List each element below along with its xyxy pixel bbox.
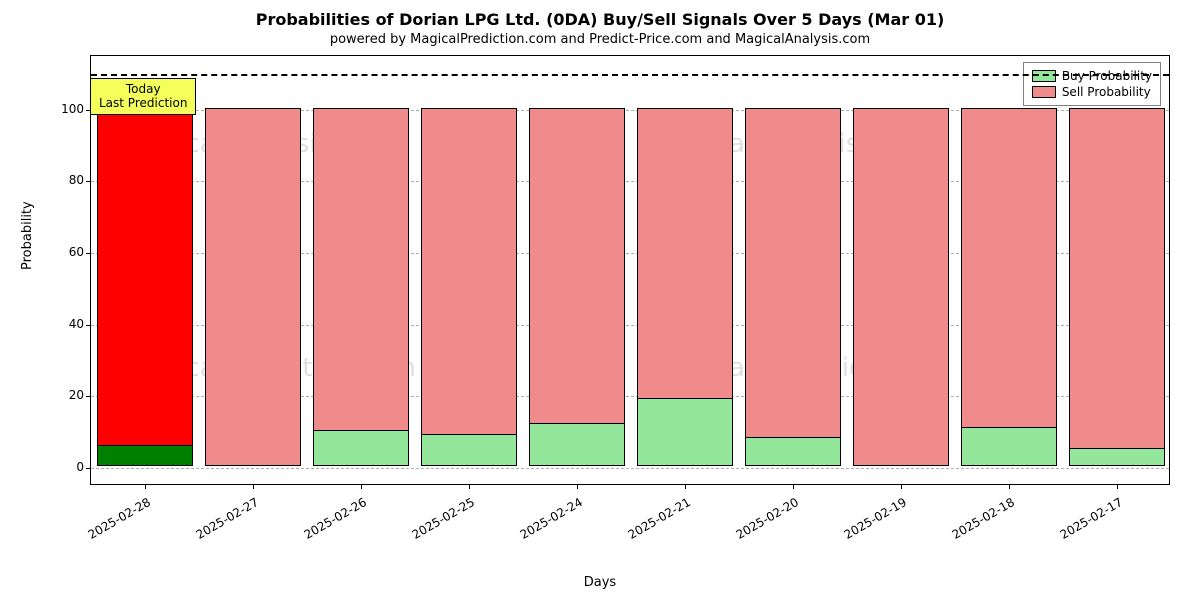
buy-bar bbox=[421, 434, 516, 466]
y-tick-label: 80 bbox=[44, 173, 84, 187]
x-tick-mark bbox=[253, 484, 254, 489]
y-tick-label: 60 bbox=[44, 245, 84, 259]
y-tick-label: 0 bbox=[44, 460, 84, 474]
y-tick-label: 40 bbox=[44, 317, 84, 331]
y-tick-mark bbox=[86, 396, 91, 397]
sell-bar bbox=[745, 108, 840, 466]
sell-bar bbox=[97, 108, 192, 466]
annotation-line1: Today bbox=[99, 82, 187, 96]
sell-bar bbox=[313, 108, 408, 466]
chart-container: Probabilities of Dorian LPG Ltd. (0DA) B… bbox=[0, 0, 1200, 600]
legend-row-buy: Buy Probability bbox=[1032, 69, 1152, 83]
x-tick-mark bbox=[577, 484, 578, 489]
x-tick-mark bbox=[685, 484, 686, 489]
sell-bar bbox=[421, 108, 516, 466]
x-axis-label: Days bbox=[0, 575, 1200, 590]
y-tick-mark bbox=[86, 253, 91, 254]
x-tick-label: 2025-02-18 bbox=[932, 495, 1017, 552]
today-annotation: TodayLast Prediction bbox=[90, 78, 196, 115]
buy-bar bbox=[313, 430, 408, 466]
legend-swatch-sell bbox=[1032, 86, 1056, 98]
buy-bar bbox=[961, 427, 1056, 466]
buy-bar bbox=[97, 445, 192, 467]
x-tick-label: 2025-02-24 bbox=[500, 495, 585, 552]
sell-bar bbox=[205, 108, 300, 466]
legend-label-buy: Buy Probability bbox=[1062, 69, 1152, 83]
x-tick-label: 2025-02-17 bbox=[1040, 495, 1125, 552]
plot-area: Buy Probability Sell Probability Magical… bbox=[90, 55, 1170, 485]
x-tick-label: 2025-02-28 bbox=[68, 495, 153, 552]
y-tick-label: 20 bbox=[44, 388, 84, 402]
x-tick-mark bbox=[145, 484, 146, 489]
buy-bar bbox=[637, 398, 732, 466]
x-tick-mark bbox=[469, 484, 470, 489]
x-tick-label: 2025-02-21 bbox=[608, 495, 693, 552]
buy-bar bbox=[745, 437, 840, 466]
x-tick-mark bbox=[1117, 484, 1118, 489]
buy-bar bbox=[1069, 448, 1164, 466]
x-tick-mark bbox=[901, 484, 902, 489]
y-tick-mark bbox=[86, 181, 91, 182]
threshold-line bbox=[91, 74, 1169, 76]
buy-bar bbox=[529, 423, 624, 466]
legend-row-sell: Sell Probability bbox=[1032, 85, 1152, 99]
x-tick-label: 2025-02-26 bbox=[284, 495, 369, 552]
gridline bbox=[91, 468, 1169, 469]
x-tick-label: 2025-02-25 bbox=[392, 495, 477, 552]
y-tick-mark bbox=[86, 325, 91, 326]
x-tick-mark bbox=[361, 484, 362, 489]
sell-bar bbox=[961, 108, 1056, 466]
legend-swatch-buy bbox=[1032, 70, 1056, 82]
x-tick-mark bbox=[793, 484, 794, 489]
sell-bar bbox=[1069, 108, 1164, 466]
x-tick-label: 2025-02-20 bbox=[716, 495, 801, 552]
y-tick-label: 100 bbox=[44, 102, 84, 116]
legend-label-sell: Sell Probability bbox=[1062, 85, 1151, 99]
chart-title: Probabilities of Dorian LPG Ltd. (0DA) B… bbox=[0, 10, 1200, 29]
x-tick-label: 2025-02-27 bbox=[176, 495, 261, 552]
x-tick-mark bbox=[1009, 484, 1010, 489]
chart-subtitle: powered by MagicalPrediction.com and Pre… bbox=[0, 32, 1200, 47]
x-tick-label: 2025-02-19 bbox=[824, 495, 909, 552]
y-tick-mark bbox=[86, 468, 91, 469]
annotation-line2: Last Prediction bbox=[99, 96, 187, 110]
legend: Buy Probability Sell Probability bbox=[1023, 62, 1161, 106]
sell-bar bbox=[529, 108, 624, 466]
y-axis-label: Probability bbox=[20, 201, 35, 270]
sell-bar bbox=[853, 108, 948, 466]
